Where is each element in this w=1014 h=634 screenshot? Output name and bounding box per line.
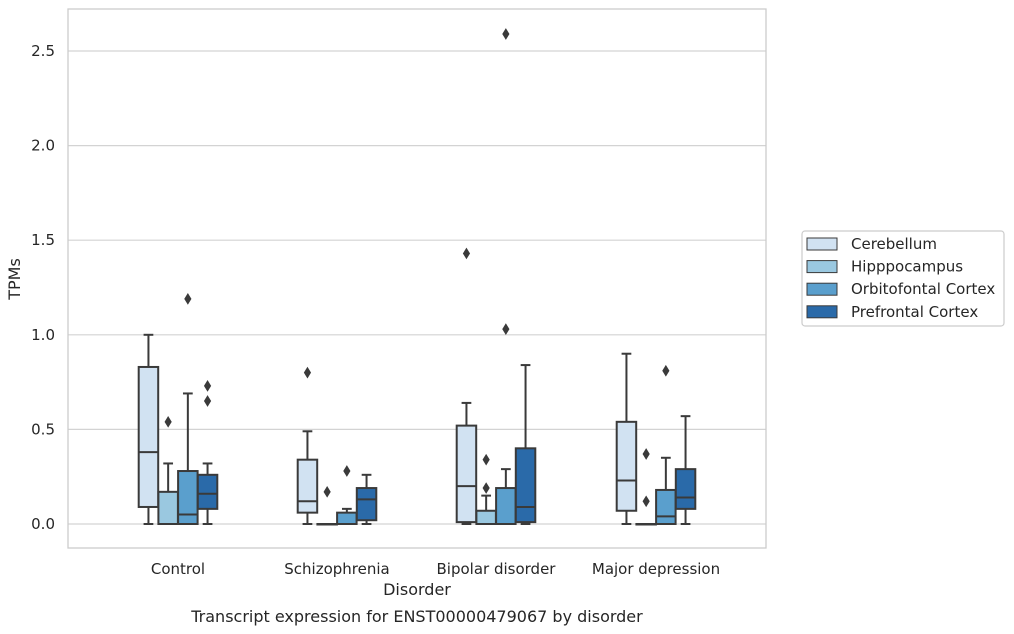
box-cerebellum: [137, 333, 160, 525]
box-orbitofontal-cortex: [655, 364, 677, 525]
box-iqr: [336, 511, 358, 526]
box-hipppocampus: [475, 453, 497, 526]
legend-label: Orbitofontal Cortex: [851, 280, 995, 298]
y-tick-label: 1.5: [31, 231, 55, 249]
box-prefrontal-cortex: [674, 415, 697, 525]
box-iqr: [674, 468, 697, 510]
outlier-marker: [502, 28, 510, 40]
legend: Cerebellum Hipppocampus Orbitofontal Corte…: [801, 230, 1005, 327]
legend-frame: [801, 230, 1005, 327]
outlier-marker: [502, 323, 510, 335]
legend-label: Cerebellum: [851, 235, 937, 253]
legend-label: Hipppocampus: [851, 258, 963, 276]
box-iqr: [196, 473, 219, 510]
legend-label: Prefrontal Cortex: [851, 303, 978, 321]
legend-swatch: [806, 260, 838, 274]
y-tick-label: 2.0: [31, 137, 55, 155]
box-iqr: [157, 490, 179, 525]
outlier-marker: [303, 366, 312, 379]
legend-swatch: [806, 305, 838, 319]
outlier-marker: [642, 448, 650, 460]
box-iqr: [615, 420, 638, 512]
box-prefrontal-cortex: [196, 380, 219, 525]
legend-swatch: [806, 237, 838, 251]
box-hipppocampus: [635, 448, 657, 526]
box-cerebellum: [455, 247, 478, 525]
box-orbitofontal-cortex: [495, 28, 517, 525]
box-hipppocampus: [316, 485, 338, 526]
box-iqr: [475, 509, 497, 526]
box-cerebellum: [615, 352, 638, 525]
outlier-marker: [203, 395, 212, 407]
y-axis-label: TPMs: [5, 258, 24, 301]
outlier-marker: [203, 380, 212, 392]
legend-swatch: [806, 282, 838, 296]
x-axis-label: Disorder: [383, 580, 451, 599]
y-tick-label: 0.5: [31, 420, 55, 438]
outlier-marker: [662, 364, 670, 377]
box-iqr: [514, 447, 537, 524]
box-iqr: [355, 487, 378, 522]
chart-caption: Transcript expression for ENST0000047906…: [190, 607, 643, 626]
outlier-marker: [343, 465, 351, 477]
outlier-marker: [482, 453, 490, 466]
box-prefrontal-cortex: [514, 364, 537, 525]
box-iqr: [296, 458, 319, 514]
box-iqr: [495, 487, 517, 525]
box-orbitofontal-cortex: [336, 465, 358, 526]
x-tick-labels: Control Schizophrenia Bipolar disorder Majo…: [151, 560, 720, 578]
y-tick-labels: 0.0 0.5 1.0 1.5 2.0 2.5: [31, 42, 55, 533]
box-iqr: [655, 488, 677, 525]
x-tick-label: Schizophrenia: [284, 560, 389, 578]
x-tick-label: Bipolar disorder: [437, 560, 557, 578]
outlier-marker: [462, 247, 471, 260]
outlier-marker: [323, 485, 331, 498]
box-hipppocampus: [157, 415, 179, 525]
y-tick-label: 0.0: [31, 515, 55, 533]
outlier-marker: [184, 293, 192, 305]
box-cerebellum: [296, 366, 319, 525]
y-tick-label: 2.5: [31, 42, 55, 60]
x-tick-label: Major depression: [592, 560, 720, 578]
box-iqr: [137, 365, 160, 508]
grid-lines: [68, 50, 766, 525]
box-orbitofontal-cortex: [177, 293, 199, 525]
plot-frame: [67, 8, 767, 549]
box-iqr: [455, 424, 478, 524]
box-iqr: [177, 470, 199, 525]
box-prefrontal-cortex: [355, 473, 378, 525]
outlier-marker: [642, 495, 650, 508]
x-tick-label: Control: [151, 560, 205, 578]
outlier-marker: [164, 415, 172, 428]
y-tick-label: 1.0: [31, 326, 55, 344]
boxes-group: [137, 28, 697, 526]
outlier-marker: [482, 482, 490, 494]
